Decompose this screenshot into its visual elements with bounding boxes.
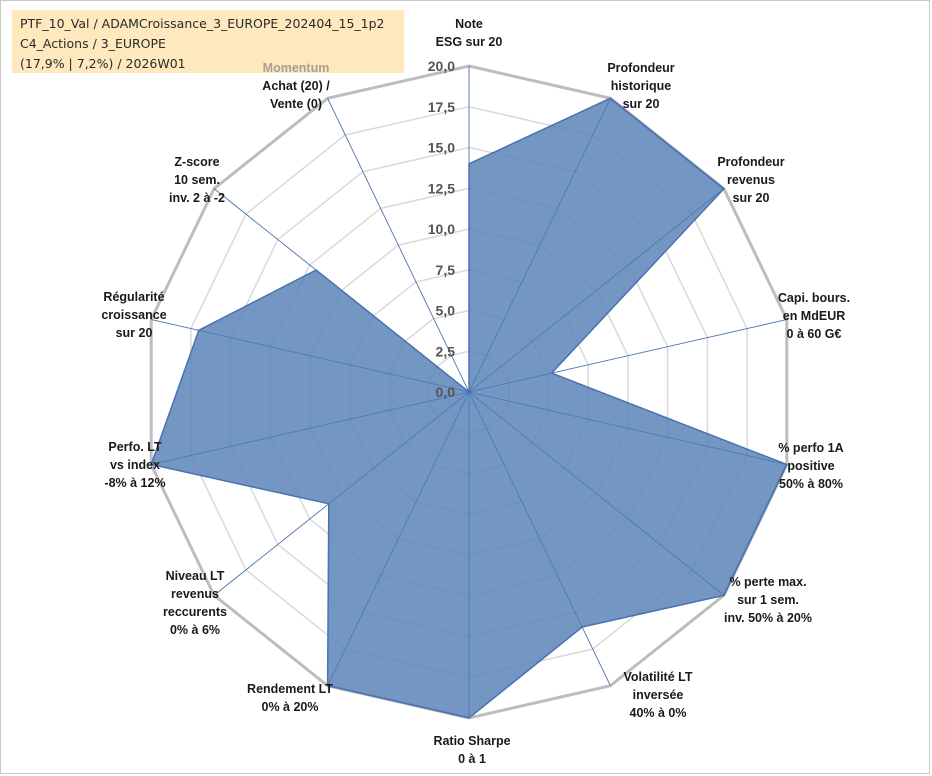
radar-spoke-overlay	[327, 98, 470, 393]
category-label: % perte max. sur 1 sem. inv. 50% à 20%	[724, 575, 812, 625]
portfolio-title: PTF_10_Val / ADAMCroissance_3_EUROPE_202…	[20, 16, 385, 31]
radar-spoke-overlay	[151, 391, 470, 465]
chart-info-box: PTF_10_Val / ADAMCroissance_3_EUROPE_202…	[12, 10, 404, 73]
category-label: Profondeur historique sur 20	[607, 61, 674, 111]
portfolio-category: C4_Actions / 3_EUROPE	[20, 36, 166, 51]
radar-spoke-overlay	[213, 391, 470, 596]
radar-spoke-overlay	[327, 391, 470, 686]
tick-label: 20,0	[428, 58, 455, 74]
category-label: Régularité croissance sur 20	[101, 290, 166, 340]
category-label: Rendement LT 0% à 20%	[247, 682, 333, 714]
category-labels: Note ESG sur 20 Profondeur historique sur 20…	[101, 17, 850, 766]
category-label: Niveau LT revenus reccurents 0% à 6%	[163, 569, 227, 637]
category-label: % perfo 1A positive 50% à 80%	[778, 441, 843, 491]
category-label: Ratio Sharpe 0 à 1	[433, 734, 510, 766]
radar-series-layer	[150, 66, 788, 719]
radial-tick-labels: 0,0 2,5 5,0 7,5 10,0 12,5 15,0 17,5 20,0	[428, 58, 455, 400]
tick-label: 10,0	[428, 221, 455, 237]
radar-spoke-overlay	[468, 391, 725, 596]
tick-label: 15,0	[428, 140, 455, 156]
tick-label: 0,0	[436, 384, 456, 400]
tick-label: 5,0	[436, 303, 456, 319]
radar-spoke-overlay	[151, 319, 470, 393]
tick-label: 2,5	[436, 343, 456, 359]
radar-spoke-overlay	[468, 98, 611, 393]
category-label: Capi. bours. en MdEUR 0 à 60 G€	[778, 291, 850, 341]
radar-spoke-overlay	[468, 319, 787, 393]
category-label: Note ESG sur 20	[436, 17, 503, 49]
radar-spoke-overlay	[468, 391, 611, 686]
radar-spoke-overlay	[468, 188, 725, 393]
category-label: Momentum Achat (20) / Vente (0)	[262, 61, 330, 111]
radar-spoke-overlay	[468, 391, 787, 465]
radar-spoke-overlay	[213, 188, 470, 393]
category-label: Perfo. LT vs index -8% à 12%	[104, 440, 165, 490]
category-label: Volatilité LT inversée 40% à 0%	[624, 670, 693, 720]
tick-label: 12,5	[428, 180, 455, 196]
tick-label: 7,5	[436, 262, 456, 278]
portfolio-period: (17,9% | 7,2%) / 2026W01	[20, 56, 186, 71]
tick-label: 17,5	[428, 99, 455, 115]
category-label: Z-score 10 sem. inv. 2 à -2	[169, 155, 225, 205]
category-label: Profondeur revenus sur 20	[717, 155, 784, 205]
